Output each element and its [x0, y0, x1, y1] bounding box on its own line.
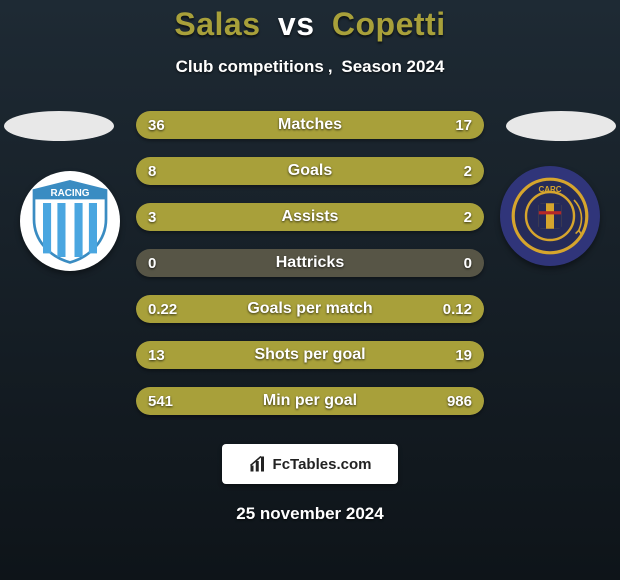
player2-name: Copetti [332, 6, 446, 42]
stat-value-right: 0.12 [431, 295, 484, 323]
comparison-card: Salas vs Copetti Club competitions, Seas… [0, 0, 620, 580]
stat-value-right: 2 [452, 203, 484, 231]
stat-row: Matches36 17 [136, 111, 484, 139]
site-logo: FcTables.com [222, 444, 398, 484]
racing-crest-icon: RACING [25, 176, 115, 266]
stat-label: Matches [136, 111, 484, 139]
carc-crest-icon: CARC [510, 176, 590, 256]
player2-shadow-ellipse [506, 111, 616, 141]
stat-row: Hattricks0 0 [136, 249, 484, 277]
stat-label: Shots per goal [136, 341, 484, 369]
stat-row: Min per goal541 986 [136, 387, 484, 415]
stat-value-left: 541 [136, 387, 185, 415]
stat-label: Assists [136, 203, 484, 231]
season-label: Season 2024 [341, 57, 444, 76]
stat-value-left: 0 [136, 249, 168, 277]
stat-value-right: 986 [435, 387, 484, 415]
stat-row: Goals8 2 [136, 157, 484, 185]
stat-value-right: 17 [443, 111, 484, 139]
competition-label: Club competitions [176, 57, 324, 76]
subtitle: Club competitions, Season 2024 [0, 57, 620, 77]
footer-date: 25 november 2024 [0, 504, 620, 524]
site-name: FcTables.com [273, 456, 372, 473]
player1-club-crest: RACING [20, 171, 120, 271]
stat-value-right: 2 [452, 157, 484, 185]
player2-club-crest: CARC [500, 166, 600, 266]
vs-label: vs [278, 6, 315, 42]
stat-value-left: 8 [136, 157, 168, 185]
stat-label: Min per goal [136, 387, 484, 415]
player1-shadow-ellipse [4, 111, 114, 141]
stat-value-left: 36 [136, 111, 177, 139]
page-title: Salas vs Copetti [0, 0, 620, 43]
stat-label: Goals [136, 157, 484, 185]
svg-text:CARC: CARC [538, 185, 561, 194]
stat-row: Goals per match0.220.12 [136, 295, 484, 323]
stat-label: Hattricks [136, 249, 484, 277]
stat-row: Shots per goal13 19 [136, 341, 484, 369]
stat-value-left: 0.22 [136, 295, 189, 323]
chart-icon [249, 455, 267, 473]
stat-value-right: 0 [452, 249, 484, 277]
stat-value-left: 13 [136, 341, 177, 369]
svg-text:RACING: RACING [51, 188, 90, 199]
stat-value-right: 19 [443, 341, 484, 369]
subtitle-separator: , [328, 57, 333, 76]
player1-name: Salas [174, 6, 260, 42]
stat-value-left: 3 [136, 203, 168, 231]
stat-row: Assists3 2 [136, 203, 484, 231]
stat-bars: Matches3617Goals82Assists32Hattricks00Go… [136, 111, 484, 433]
